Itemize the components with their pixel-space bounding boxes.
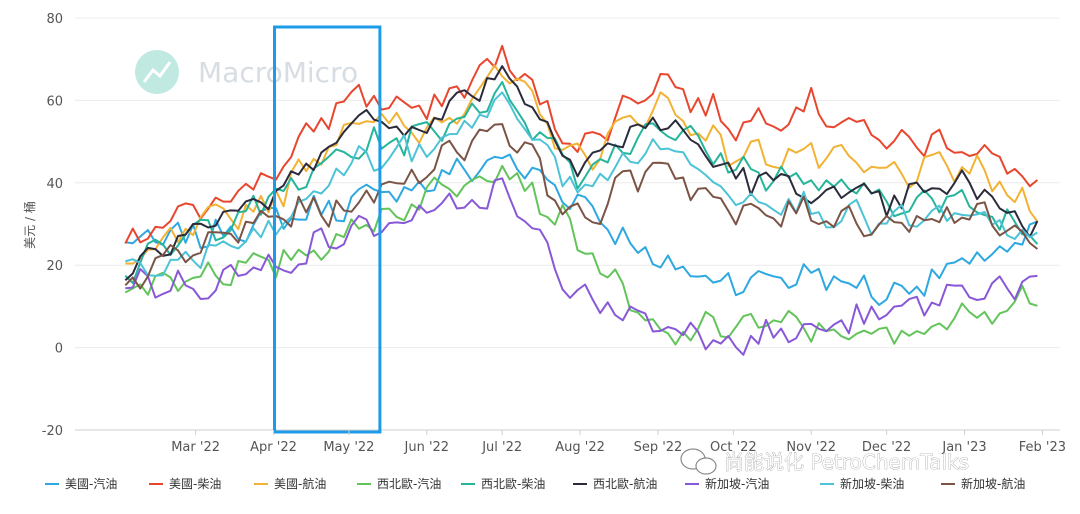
legend-item[interactable]: 美國-汽油 (45, 476, 117, 491)
series-line (124, 164, 1038, 346)
x-tick-label: Nov '22 (786, 440, 836, 455)
legend-label: 新加坡-航油 (961, 476, 1025, 491)
legend-label: 西北歐-柴油 (481, 476, 545, 491)
legend-label: 美國-航油 (274, 476, 326, 491)
y-tick-label: 40 (46, 177, 63, 192)
legend-item[interactable]: 新加坡-汽油 (685, 476, 769, 491)
legend-label: 美國-汽油 (65, 476, 117, 491)
legend-item[interactable]: 新加坡-柴油 (820, 476, 904, 491)
series-line (125, 177, 1038, 356)
legend-label: 西北歐-航油 (593, 476, 657, 491)
y-tick-label: 0 (55, 342, 63, 357)
legend-item[interactable]: 西北歐-汽油 (357, 476, 441, 491)
x-tick-label: May '22 (323, 440, 374, 455)
legend-label: 新加坡-柴油 (840, 476, 904, 491)
x-tick-label: Sep '22 (634, 440, 683, 455)
series-line (125, 64, 1039, 265)
x-tick-label: Apr '22 (250, 440, 297, 455)
x-tick-label: Mar '22 (171, 440, 220, 455)
legend-item[interactable]: 新加坡-航油 (941, 476, 1025, 491)
watermark-logo-arrow-icon (142, 61, 172, 83)
legend-label: 新加坡-汽油 (705, 476, 769, 491)
wechat-icon (680, 448, 717, 475)
x-tick-label: Feb '23 (1019, 440, 1066, 455)
legend-item[interactable]: 美國-柴油 (149, 477, 221, 491)
x-tick-label: Jul '22 (481, 440, 522, 455)
y-tick-label: -20 (42, 424, 63, 439)
series-line (124, 65, 1039, 282)
x-tick-label: Oct '22 (710, 440, 757, 455)
legend-item[interactable]: 西北歐-航油 (573, 476, 657, 491)
x-tick-label: Jun '22 (404, 440, 450, 455)
x-tick-labels: Mar '22 Apr '22 May '22 Jun '22 Jul '22 Aug '… (171, 430, 1066, 455)
brand-watermark: 尚能说化 PetroChemTalks (680, 448, 969, 475)
series-line (125, 153, 1038, 306)
x-tick-label: Dec '22 (862, 440, 911, 455)
x-tick-label: Jan '23 (941, 440, 986, 455)
watermark: MacroMicro (135, 50, 358, 94)
legend-item[interactable]: 美國-航油 (254, 476, 326, 491)
series-line (124, 44, 1039, 244)
watermark-text: MacroMicro (198, 56, 358, 89)
brand-text: 尚能说化 PetroChemTalks (724, 450, 969, 474)
legend-label: 西北歐-汽油 (377, 476, 441, 491)
legend: 美國-汽油 美國-柴油 美國-航油 西北歐-汽油 西北歐-柴油 西北歐-航油 新加坡-汽油 新… (45, 476, 1025, 491)
y-tick-label: 80 (46, 12, 63, 27)
grid-lines (75, 17, 1060, 431)
y-axis-label: 美元 / 桶 (22, 201, 37, 249)
y-tick-label: 60 (46, 94, 63, 109)
x-tick-label: Aug '22 (555, 440, 605, 455)
legend-label: 美國-柴油 (169, 477, 221, 491)
y-tick-label: 20 (46, 259, 63, 274)
series-line (125, 91, 1038, 277)
series-lines (124, 44, 1039, 356)
legend-item[interactable]: 西北歐-柴油 (461, 476, 545, 491)
y-tick-labels: -20 0 20 40 60 80 (42, 12, 63, 439)
highlight-box (273, 25, 382, 434)
series-line (124, 123, 1039, 290)
